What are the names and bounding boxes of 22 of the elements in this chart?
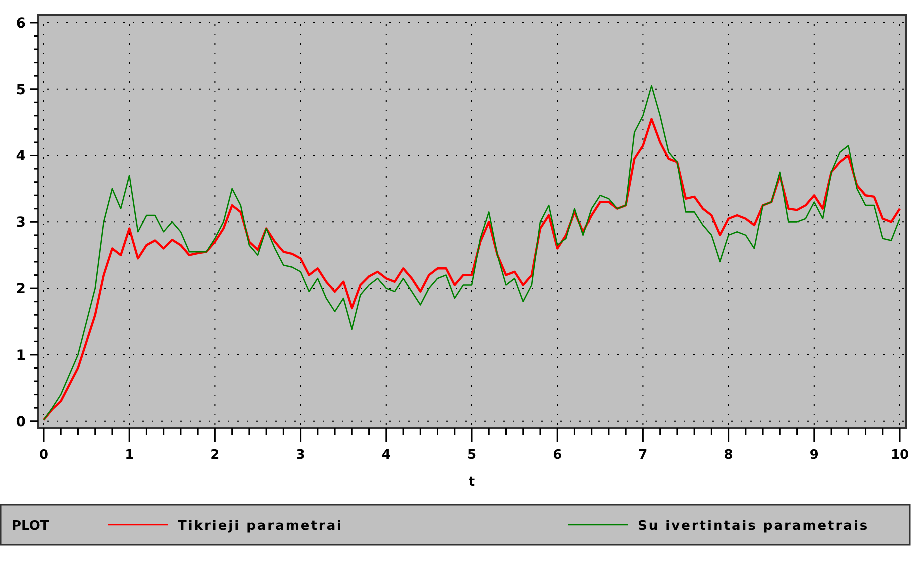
x-tick-label: 7 <box>638 448 648 463</box>
x-tick-label: 0 <box>39 448 49 463</box>
x-tick-label: 3 <box>296 448 306 463</box>
y-tick-label: 6 <box>16 16 26 32</box>
x-tick-label: 1 <box>125 448 134 463</box>
y-tick-label: 0 <box>16 414 26 430</box>
legend-label: Su ivertintais parametrais <box>638 519 870 534</box>
y-tick-label: 1 <box>16 348 26 364</box>
y-tick-label: 5 <box>16 82 26 98</box>
x-tick-label: 6 <box>553 448 562 463</box>
legend-title: PLOT <box>12 519 50 534</box>
x-axis-title: t <box>468 475 476 490</box>
y-tick-label: 2 <box>16 281 26 298</box>
x-tick-label: 10 <box>890 448 910 463</box>
y-tick-label: 4 <box>16 148 26 165</box>
legend-label: Tikrieji parametrai <box>178 519 344 534</box>
x-tick-label: 9 <box>810 448 819 463</box>
y-tick-label: 3 <box>16 215 26 232</box>
x-tick-label: 4 <box>382 448 391 463</box>
x-tick-label: 2 <box>210 448 220 463</box>
x-tick-label: 8 <box>724 448 734 463</box>
x-tick-label: 5 <box>467 448 477 463</box>
